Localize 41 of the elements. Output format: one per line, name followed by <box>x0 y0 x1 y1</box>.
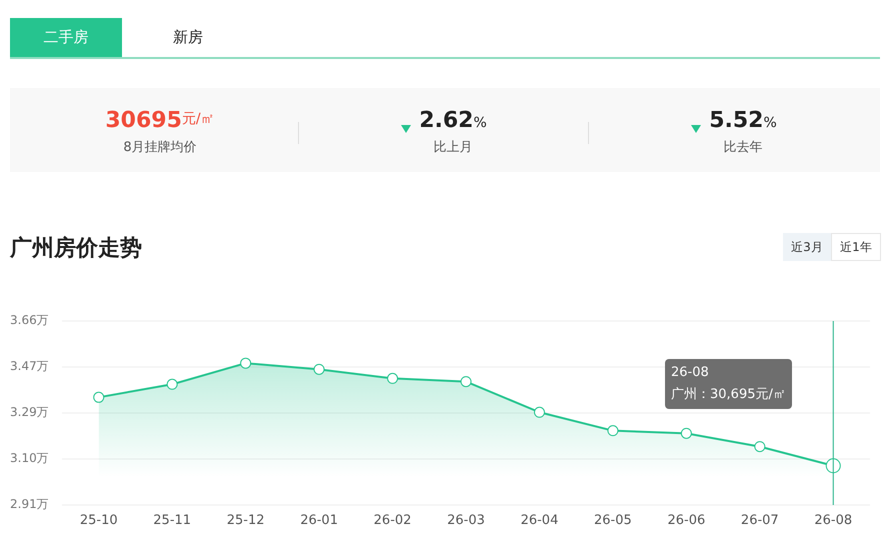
y-tick-label: 3.66万 <box>10 313 49 328</box>
x-tick-label: 26-01 <box>300 513 338 528</box>
x-tick-label: 26-02 <box>374 513 412 528</box>
point <box>534 406 545 418</box>
point <box>754 441 766 452</box>
point <box>93 392 104 403</box>
y-tick-label: 2.91万 <box>10 497 49 512</box>
point <box>314 364 325 375</box>
text: 近1年 <box>831 233 881 261</box>
x-tick-label: 26-08 <box>814 513 852 528</box>
x-tick-label: 25-11 <box>153 513 192 528</box>
text: 元/㎡ <box>182 111 215 127</box>
text: 8月挂牌均价 <box>122 139 198 156</box>
text: % <box>473 115 487 131</box>
annotation: 26-08 广州：30,695元/㎡ <box>665 359 792 409</box>
x-tick-label: 26-06 <box>667 513 706 528</box>
text: 二手房 <box>10 18 122 57</box>
x-tick-label: 26-04 <box>520 513 558 528</box>
text: 新房 <box>172 27 204 48</box>
text: 2.62 <box>419 108 474 133</box>
x-tick-label: 26-03 <box>447 513 485 528</box>
text: % <box>763 115 777 131</box>
x-tick-label: 25-12 <box>226 513 265 528</box>
chart-title: 广州房价走势 <box>10 234 142 263</box>
y-tick-label: 3.47万 <box>10 359 49 374</box>
text: 比去年 <box>722 139 764 156</box>
x-tick-label: 26-05 <box>594 513 632 528</box>
text: 近3月 <box>783 233 831 261</box>
point <box>460 376 472 388</box>
text: 30695 <box>105 108 182 133</box>
point <box>240 358 252 369</box>
point <box>680 428 692 439</box>
x-tick-label: 25-10 <box>80 513 118 528</box>
text: 5.52 <box>709 108 764 133</box>
y-tick-label: 3.29万 <box>10 405 49 420</box>
text: 比上月 <box>432 139 474 156</box>
point <box>607 425 618 436</box>
point <box>166 378 178 390</box>
x-tick-label: 26-07 <box>740 513 779 528</box>
point <box>387 372 398 384</box>
y-tick-label: 3.10万 <box>10 451 49 466</box>
